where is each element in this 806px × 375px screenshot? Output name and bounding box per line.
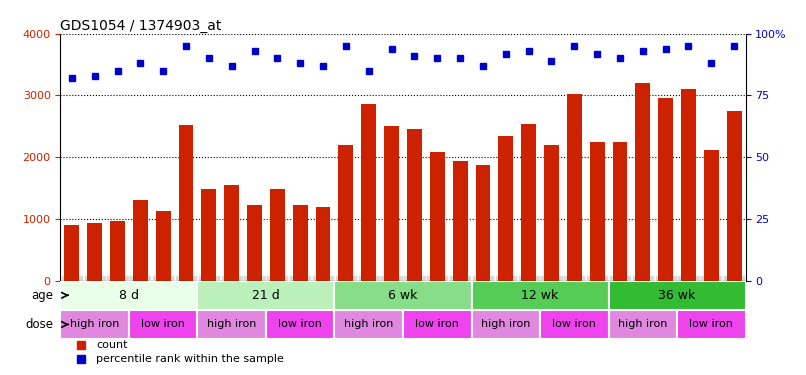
Bar [544,145,559,281]
Text: low iron: low iron [552,320,596,330]
Bar [197,281,334,310]
Bar [334,310,403,339]
Bar [110,221,125,281]
Bar [129,310,197,339]
Bar [270,189,285,281]
Text: 12 wk: 12 wk [521,289,559,302]
Bar [60,310,129,339]
Text: low iron: low iron [415,320,459,330]
Text: low iron: low iron [689,320,733,330]
Bar [64,225,79,281]
Bar [197,310,266,339]
Bar [339,145,353,281]
Bar [472,281,609,310]
Bar [659,98,673,281]
Bar [567,94,582,281]
Bar [681,89,696,281]
Bar [403,310,472,339]
Bar [609,310,677,339]
Bar [156,211,171,281]
Text: high iron: high iron [344,320,393,330]
Bar [677,310,746,339]
Bar [635,83,650,281]
Bar [224,185,239,281]
Bar [179,125,193,281]
Text: age: age [31,289,53,302]
Text: low iron: low iron [141,320,185,330]
Text: high iron: high iron [481,320,530,330]
Bar [334,281,472,310]
Text: 21 d: 21 d [252,289,280,302]
Bar [133,200,147,281]
Text: 8 d: 8 d [119,289,139,302]
Bar [727,111,742,281]
Bar [266,310,334,339]
Text: high iron: high iron [207,320,256,330]
Bar [430,152,445,281]
Bar [87,223,102,281]
Bar [613,142,627,281]
Text: count: count [96,340,127,350]
Bar [361,104,376,281]
Bar [704,150,719,281]
Text: high iron: high iron [70,320,119,330]
Text: GDS1054 / 1374903_at: GDS1054 / 1374903_at [60,19,222,33]
Bar [384,126,399,281]
Text: 6 wk: 6 wk [388,289,418,302]
Bar [453,161,467,281]
Text: low iron: low iron [278,320,322,330]
Bar [472,310,540,339]
Bar [316,207,330,281]
Bar [60,281,197,310]
Bar [540,310,609,339]
Bar [609,281,746,310]
Text: high iron: high iron [618,320,667,330]
Text: percentile rank within the sample: percentile rank within the sample [96,354,284,364]
Bar [407,129,422,281]
Bar [521,124,536,281]
Bar [247,205,262,281]
Text: dose: dose [26,318,53,331]
Bar [202,189,216,281]
Bar [590,142,604,281]
Bar [476,165,490,281]
Bar [498,136,513,281]
Text: 36 wk: 36 wk [659,289,696,302]
Bar [293,205,308,281]
